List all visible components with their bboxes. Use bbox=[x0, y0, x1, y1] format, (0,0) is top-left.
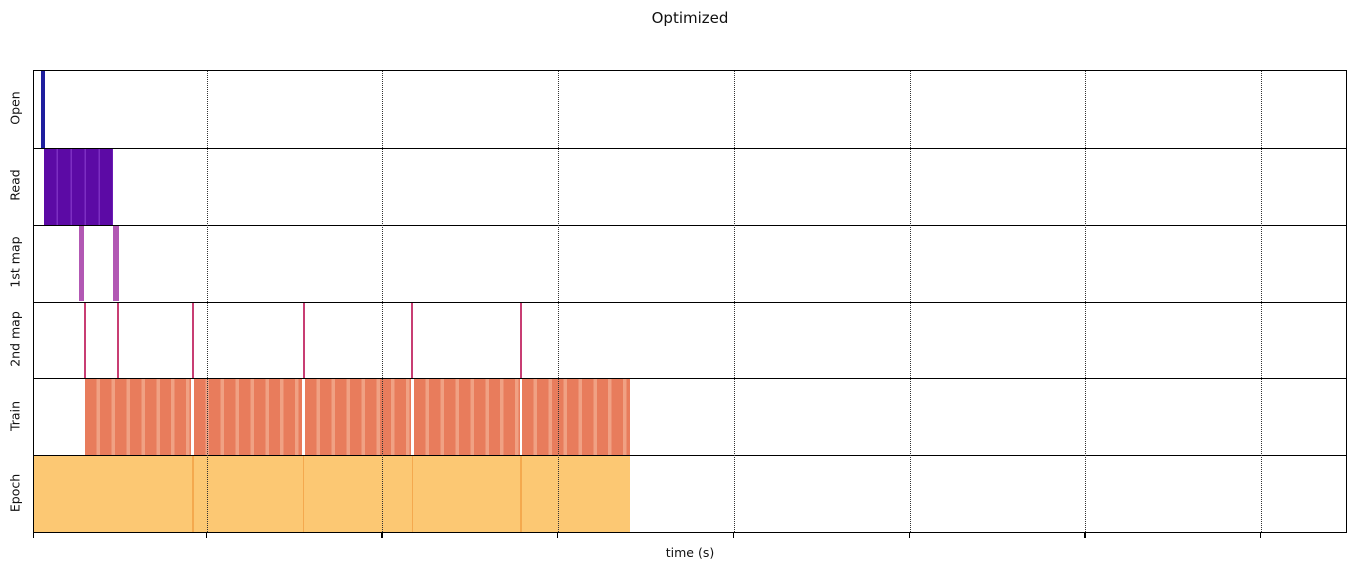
y-tick-label-2nd-map: 2nd map bbox=[7, 311, 23, 367]
track-2nd-map bbox=[34, 301, 1346, 379]
epoch-segment-divider bbox=[520, 456, 523, 532]
x-tick-mark bbox=[205, 533, 207, 538]
x-tick-mark bbox=[381, 533, 383, 538]
y-tick-label-read: Read bbox=[7, 169, 23, 201]
x-gridline bbox=[909, 71, 911, 532]
read-bar bbox=[43, 148, 113, 225]
epoch-segment-divider bbox=[411, 456, 414, 532]
x-tick-mark bbox=[908, 533, 910, 538]
train-bar bbox=[413, 379, 521, 456]
x-gridline bbox=[1261, 71, 1263, 532]
y-tick-label-1st-map: 1st map bbox=[7, 236, 23, 288]
chart-title: Optimized bbox=[651, 9, 729, 27]
2nd-map-bar bbox=[411, 302, 414, 379]
epoch-bar bbox=[34, 456, 631, 532]
y-axis-labels: Open Read 1st map 2nd map Train Epoch bbox=[0, 70, 33, 533]
plot-area bbox=[33, 70, 1347, 533]
2nd-map-bar bbox=[191, 302, 194, 379]
train-bar bbox=[522, 379, 631, 456]
x-tick-mark bbox=[33, 533, 35, 538]
track-1st-map bbox=[34, 224, 1346, 302]
1st-map-bar bbox=[112, 225, 119, 302]
train-bar bbox=[84, 379, 192, 456]
x-tick-mark bbox=[1260, 533, 1262, 538]
train-bar bbox=[193, 379, 303, 456]
x-gridline bbox=[558, 71, 560, 532]
x-gridline bbox=[382, 71, 384, 532]
x-tick-mark bbox=[557, 533, 559, 538]
train-bar bbox=[304, 379, 412, 456]
y-tick-label-epoch: Epoch bbox=[7, 473, 23, 512]
track-train bbox=[34, 378, 1346, 456]
x-gridline bbox=[1085, 71, 1087, 532]
2nd-map-bar bbox=[116, 302, 119, 379]
x-axis-label: time (s) bbox=[665, 545, 715, 560]
epoch-segment-divider bbox=[302, 456, 305, 532]
2nd-map-bar bbox=[302, 302, 305, 379]
track-open bbox=[34, 71, 1346, 148]
x-tick-mark bbox=[732, 533, 735, 538]
epoch-segment-divider bbox=[191, 456, 194, 532]
open-bar bbox=[40, 71, 46, 148]
x-tick-mark bbox=[1084, 533, 1086, 538]
y-tick-label-train: Train bbox=[7, 400, 23, 431]
y-tick-label-open: Open bbox=[7, 91, 23, 126]
1st-map-bar bbox=[78, 225, 84, 302]
2nd-map-bar bbox=[84, 302, 87, 379]
track-epoch bbox=[34, 455, 1346, 532]
2nd-map-bar bbox=[520, 302, 523, 379]
x-gridline bbox=[733, 71, 735, 532]
track-read bbox=[34, 147, 1346, 225]
x-gridline bbox=[206, 71, 208, 532]
